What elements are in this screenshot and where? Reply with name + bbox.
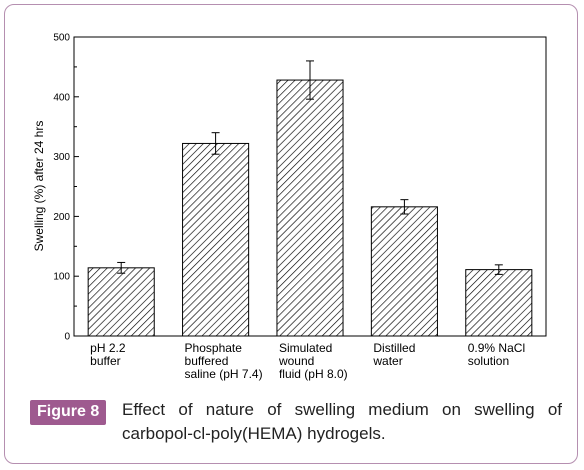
bar-chart: 0 100 200 300 400 500 pH 2.2 buffer Phosphate bu…: [32, 33, 547, 381]
y-tick-label: 100: [53, 272, 70, 283]
x-tick-label: Distilled water: [372, 341, 415, 368]
bar: [465, 269, 533, 337]
x-tick-label: Simulated wound fluid (pH 8.0): [278, 341, 348, 381]
bar: [276, 79, 344, 337]
x-tick-label: 0.9% NaCl solution: [468, 341, 525, 368]
y-tick-label: 200: [53, 212, 70, 223]
bar: [370, 206, 438, 337]
x-axis-labels: pH 2.2 buffer Phosphate buffered saline (pH …: [90, 341, 525, 381]
bar: [182, 142, 250, 337]
figure-label: Figure 8: [30, 400, 107, 425]
y-axis: 0 100 200 300 400 500: [53, 33, 79, 343]
x-tick-label: Phosphate buffered saline (pH 7.4): [185, 341, 263, 381]
y-tick-label: 500: [53, 33, 70, 44]
caption-text: Effect of nature of swelling medium on s…: [122, 400, 562, 443]
y-tick-label: 400: [53, 92, 70, 103]
bars: [87, 60, 533, 337]
y-tick-label: 0: [64, 332, 70, 343]
bar: [87, 267, 155, 337]
y-axis-label: Swelling (%) after 24 hrs: [32, 121, 46, 252]
x-tick-label: pH 2.2 buffer: [90, 341, 126, 368]
y-tick-label: 300: [53, 152, 70, 163]
